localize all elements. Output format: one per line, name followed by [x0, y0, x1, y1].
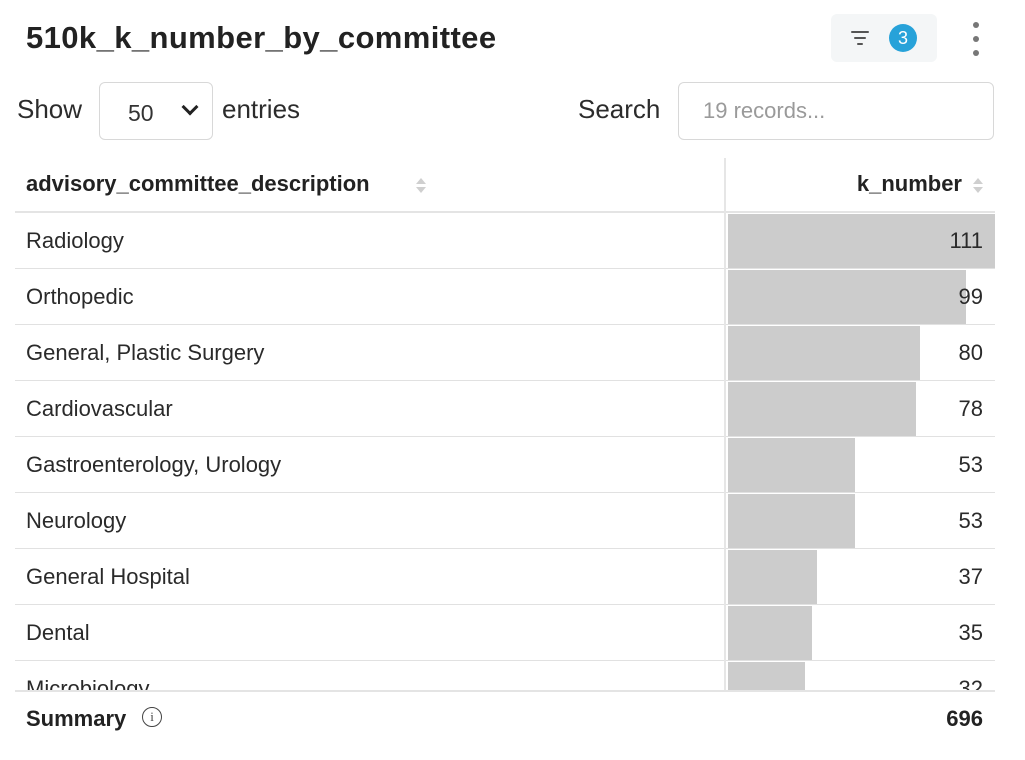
search-input[interactable]	[678, 82, 994, 140]
value-bar	[728, 214, 995, 268]
column-header-description[interactable]: advisory_committee_description	[15, 158, 723, 211]
table-row[interactable]: Radiology 111	[15, 213, 995, 269]
page-size-select[interactable]: 50	[99, 82, 213, 140]
table-row[interactable]: Gastroenterology, Urology 53	[15, 437, 995, 493]
table-row[interactable]: Cardiovascular 78	[15, 381, 995, 437]
column-header-label: advisory_committee_description	[26, 171, 370, 196]
summary-label: Summary	[26, 706, 127, 731]
column-divider	[724, 158, 726, 691]
value-bar	[728, 270, 966, 324]
table-header: advisory_committee_description k_number	[15, 158, 995, 213]
cell-k-number: 111	[949, 228, 983, 253]
filter-button[interactable]: 3	[831, 14, 937, 62]
info-icon[interactable]: i	[142, 707, 162, 727]
table-row[interactable]: Microbiology 32	[15, 661, 995, 691]
cell-k-number: 53	[958, 508, 983, 533]
table-body: Radiology 111 Orthopedic 99 General, Plastic…	[15, 213, 995, 691]
search-label: Search	[578, 94, 661, 124]
filter-count-badge: 3	[889, 24, 917, 52]
value-bar	[728, 662, 805, 691]
cell-k-number: 80	[958, 340, 983, 365]
value-bar	[728, 606, 812, 660]
value-bar	[728, 326, 920, 380]
page-size-value: 50	[128, 100, 154, 126]
cell-description: Neurology	[26, 508, 127, 533]
sort-icon[interactable]	[973, 178, 983, 194]
cell-k-number: 53	[958, 452, 983, 477]
cell-k-number: 99	[958, 284, 983, 309]
cell-description: General, Plastic Surgery	[26, 340, 265, 365]
value-bar	[728, 550, 817, 604]
value-bar	[728, 494, 855, 548]
page-title: 510k_k_number_by_committee	[26, 20, 497, 55]
value-bar	[728, 382, 916, 436]
cell-description: Microbiology	[26, 676, 150, 691]
table-row[interactable]: General, Plastic Surgery 80	[15, 325, 995, 381]
table-row[interactable]: Neurology 53	[15, 493, 995, 549]
entries-label: entries	[222, 94, 301, 124]
cell-k-number: 37	[958, 564, 983, 589]
summary-value: 696	[946, 706, 983, 731]
column-header-label: k_number	[856, 171, 962, 196]
table-row[interactable]: General Hospital 37	[15, 549, 995, 605]
table-row[interactable]: Dental 35	[15, 605, 995, 661]
table-row[interactable]: Orthopedic 99	[15, 269, 995, 325]
kebab-menu-icon[interactable]	[968, 20, 984, 58]
cell-description: Dental	[26, 620, 90, 645]
cell-description: Orthopedic	[26, 284, 134, 309]
value-bar	[728, 438, 855, 492]
show-label: Show	[17, 94, 83, 124]
cell-k-number: 32	[958, 676, 983, 691]
sort-icon[interactable]	[416, 178, 426, 194]
column-header-k-number[interactable]: k_number	[726, 158, 995, 211]
cell-k-number: 35	[958, 620, 983, 645]
cell-description: Radiology	[26, 228, 124, 253]
data-table: advisory_committee_description k_number …	[15, 158, 995, 691]
cell-description: General Hospital	[26, 564, 190, 589]
chevron-down-icon	[181, 98, 199, 116]
summary-divider	[15, 690, 995, 692]
filter-icon	[849, 28, 871, 48]
cell-k-number: 78	[958, 396, 983, 421]
cell-description: Cardiovascular	[26, 396, 173, 421]
cell-description: Gastroenterology, Urology	[26, 452, 282, 477]
